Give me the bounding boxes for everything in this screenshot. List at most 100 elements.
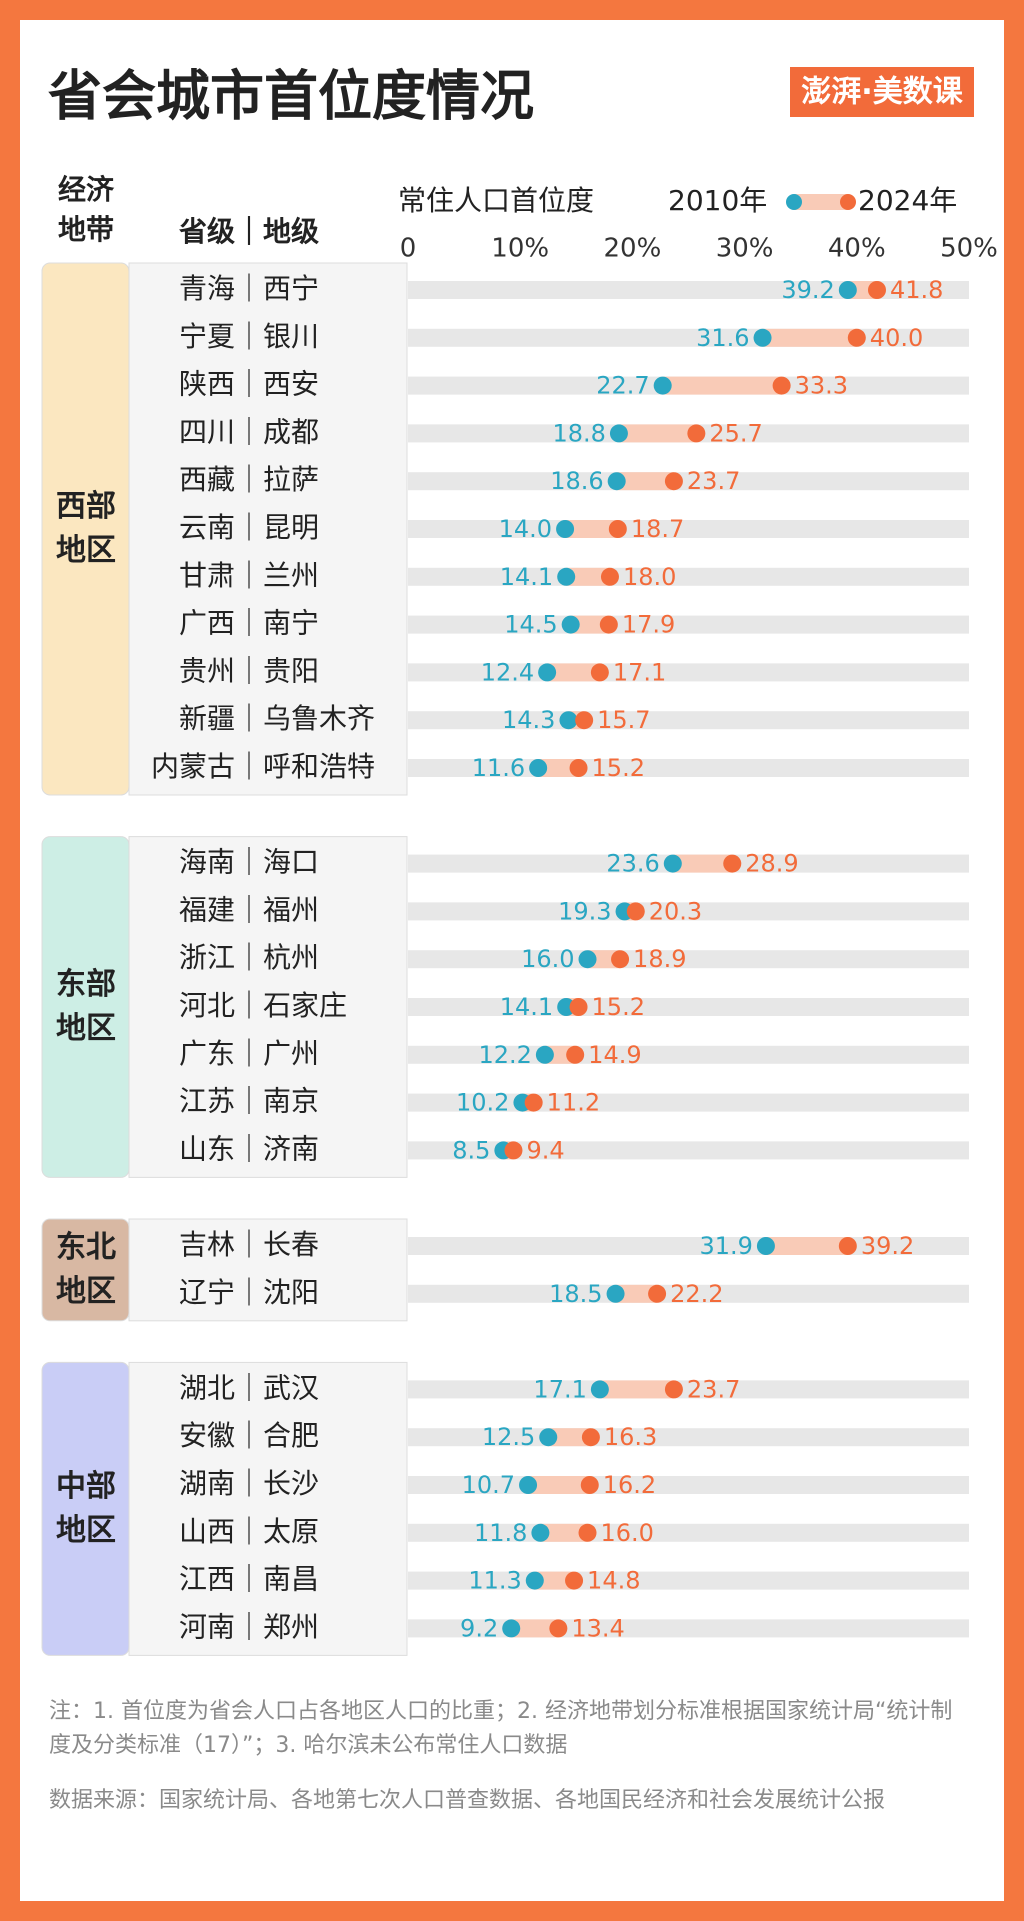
- category-label: 四川｜成都: [179, 415, 319, 448]
- value-label: 22.7: [596, 372, 649, 400]
- dot-2010: [559, 711, 578, 730]
- dot-2010: [538, 663, 557, 682]
- dumbbell-band: [587, 950, 621, 969]
- category-panel: [128, 1361, 408, 1656]
- dot-2010: [539, 1428, 558, 1447]
- value-label: 16.0: [521, 945, 574, 973]
- track: [408, 998, 969, 1016]
- dot-2024: [578, 1523, 597, 1542]
- value-label: 10.7: [462, 1471, 515, 1499]
- zone-header: 经济地带: [58, 173, 115, 246]
- value-label: 18.6: [550, 467, 603, 495]
- category-label: 新疆｜乌鲁木齐: [179, 702, 375, 735]
- dot-2010: [756, 1237, 775, 1255]
- category-label: 广东｜广州: [179, 1037, 319, 1070]
- group-label: 东部地区: [56, 967, 116, 1046]
- value-label: 12.2: [478, 1041, 531, 1069]
- dumbbell-band: [618, 424, 697, 443]
- dot-2010: [519, 1476, 538, 1494]
- category-label: 海南｜海口: [179, 846, 319, 879]
- category-panel: [128, 1218, 408, 1322]
- group-box: [41, 1218, 130, 1322]
- dumbbell-band: [566, 567, 610, 586]
- value-label: 18.9: [633, 945, 686, 973]
- value-label: 17.1: [613, 658, 666, 686]
- dot-2024: [648, 1284, 667, 1303]
- dot-2010: [753, 328, 772, 347]
- track: [408, 520, 969, 538]
- value-label: 28.9: [745, 850, 798, 878]
- dumbbell-band: [662, 376, 782, 395]
- dot-2010: [535, 1045, 554, 1064]
- dot-2024: [626, 902, 645, 921]
- dot-2024: [575, 711, 594, 730]
- category-label: 湖北｜武汉: [179, 1371, 319, 1404]
- value-label: 23.7: [687, 467, 740, 495]
- legend-marker: [840, 194, 856, 210]
- category-label: 甘肃｜兰州: [179, 559, 319, 592]
- value-label: 20.3: [649, 897, 702, 925]
- value-label: 18.7: [631, 515, 684, 543]
- value-label: 10.2: [456, 1089, 509, 1117]
- value-label: 41.8: [890, 276, 943, 304]
- dot-2010: [502, 1619, 521, 1638]
- category-label: 江苏｜南京: [179, 1085, 319, 1118]
- track: [408, 567, 969, 586]
- dot-2024: [664, 472, 683, 491]
- dot-2024: [847, 328, 866, 347]
- dot-2024: [504, 1141, 523, 1160]
- value-label: 11.2: [547, 1089, 600, 1117]
- name-header: 省级｜地级: [179, 215, 319, 248]
- group-box: [41, 262, 130, 796]
- category-label: 云南｜昆明: [179, 511, 319, 544]
- track: [408, 472, 969, 491]
- category-label: 广西｜南宁: [179, 607, 319, 640]
- dumbbell-band: [599, 1380, 674, 1399]
- dot-2024: [569, 759, 588, 777]
- track: [408, 1380, 969, 1399]
- dot-2024: [664, 1380, 683, 1399]
- dot-2010: [609, 424, 628, 443]
- category-label: 福建｜福州: [179, 893, 319, 926]
- category-label: 江西｜南昌: [179, 1563, 319, 1596]
- value-label: 15.2: [592, 754, 645, 782]
- track: [408, 950, 969, 969]
- x-tick-label: 20%: [604, 234, 662, 264]
- group-label: 东北地区: [56, 1229, 116, 1308]
- dumbbell-band: [534, 1571, 575, 1590]
- value-label: 11.8: [474, 1519, 527, 1547]
- track: [408, 711, 969, 730]
- dumbbell-band: [615, 1284, 658, 1303]
- value-label: 25.7: [709, 419, 762, 447]
- dumbbell-band: [540, 1523, 588, 1542]
- group-label: 中部地区: [56, 1468, 116, 1547]
- dot-2024: [565, 1571, 584, 1590]
- dot-2010: [531, 1523, 550, 1542]
- category-panel: [128, 836, 408, 1178]
- dot-2024: [600, 567, 619, 586]
- value-label: 33.3: [795, 372, 848, 400]
- dumbbell-band: [548, 1428, 591, 1447]
- dot-2024: [581, 1428, 600, 1447]
- dot-2024: [867, 281, 886, 299]
- value-label: 12.5: [482, 1423, 535, 1451]
- category-label: 安徽｜合肥: [179, 1419, 319, 1452]
- value-label: 22.2: [670, 1280, 723, 1308]
- dot-2010: [557, 567, 576, 586]
- value-label: 14.1: [500, 993, 553, 1021]
- value-label: 17.1: [533, 1375, 586, 1403]
- value-label: 11.6: [472, 754, 525, 782]
- legend-band: [794, 194, 848, 210]
- group-box: [41, 1361, 130, 1656]
- value-label: 12.4: [481, 658, 534, 686]
- value-label: 18.8: [552, 419, 605, 447]
- axis-label: 常住人口首位度: [398, 184, 594, 217]
- value-label: 16.3: [604, 1423, 657, 1451]
- value-label: 40.0: [870, 324, 923, 352]
- track: [408, 615, 969, 634]
- group-box: [41, 836, 130, 1178]
- value-label: 19.3: [558, 897, 611, 925]
- track: [408, 1141, 969, 1160]
- value-label: 14.1: [500, 563, 553, 591]
